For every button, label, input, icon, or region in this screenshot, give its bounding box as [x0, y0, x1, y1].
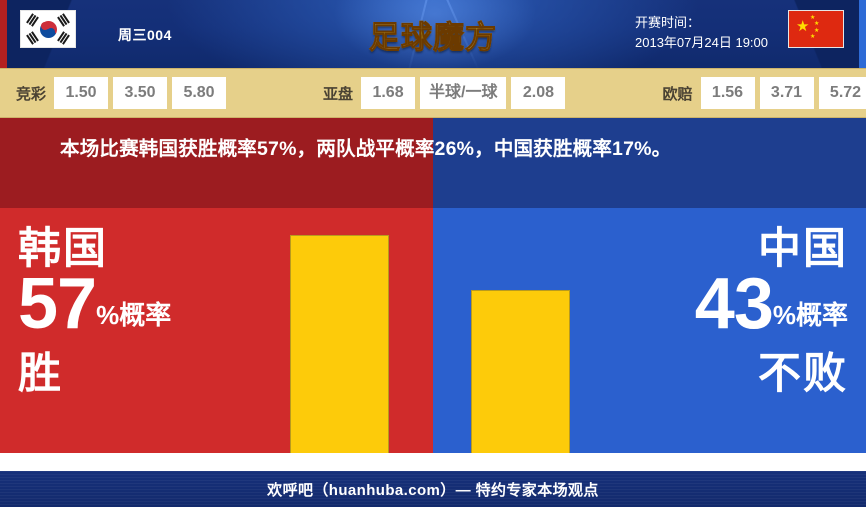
away-probability-bar	[471, 290, 570, 453]
star-icon: ★	[810, 15, 816, 21]
odds-group-label: 欧赔	[662, 85, 693, 103]
footer: 欢呼吧（huanhuba.com）— 特约专家本场观点	[0, 471, 866, 507]
away-team-stats: 中国 43%概率 不败	[695, 224, 848, 400]
away-team-panel: 中国 43%概率 不败	[433, 208, 866, 453]
home-outcome-label: 胜	[18, 350, 63, 398]
odds-group-label: 亚盘	[323, 85, 354, 103]
summary-banner-right-half	[433, 118, 866, 208]
odds-group-yapan: 亚盘 1.68 半球/一球 2.08	[323, 68, 570, 118]
south-korea-flag-icon	[20, 10, 76, 48]
away-team-name: 中国	[758, 225, 848, 273]
header-accent-left	[0, 0, 7, 68]
odds-value[interactable]: 3.71	[759, 77, 814, 109]
away-probability-unit: %概率	[772, 300, 848, 330]
header-accent-right	[859, 0, 866, 68]
taegeuk-symbol	[39, 20, 57, 38]
header-light-ray	[433, 0, 480, 68]
odds-value[interactable]: 2.08	[511, 77, 566, 109]
odds-value[interactable]: 1.68	[361, 77, 416, 109]
home-team-panel: 韩国 57%概率 胜	[0, 208, 433, 453]
header-light-ray	[406, 0, 435, 68]
trigram-icon	[26, 13, 39, 27]
away-probability-value: 43	[694, 264, 774, 344]
odds-group-jingcai: 竞彩 1.50 3.50 5.80	[16, 68, 231, 118]
home-probability: 57%概率	[18, 268, 172, 352]
summary-banner-left-half	[0, 118, 433, 208]
odds-value[interactable]: 1.56	[700, 77, 755, 109]
home-probability-unit: %概率	[96, 300, 172, 330]
home-team-stats: 韩国 57%概率 胜	[18, 224, 171, 400]
site-logo-text: 足球魔方	[369, 12, 497, 57]
odds-handicap[interactable]: 半球/一球	[420, 77, 507, 109]
summary-text: 本场比赛韩国获胜概率57%，两队战平概率26%，中国获胜概率17%。	[60, 138, 672, 160]
kickoff-time: 开赛时间： 2013年07月24日 19:00	[635, 13, 768, 53]
star-icon: ★	[810, 34, 816, 40]
home-team-name: 韩国	[18, 225, 108, 273]
china-flag-icon: ★ ★ ★ ★ ★	[788, 10, 844, 48]
home-probability-bar	[290, 235, 389, 453]
kickoff-label: 开赛时间：	[635, 15, 701, 30]
summary-banner: 本场比赛韩国获胜概率57%，两队战平概率26%，中国获胜概率17%。	[0, 118, 866, 208]
main-content: 本场比赛韩国获胜概率57%，两队战平概率26%，中国获胜概率17%。 韩国 57…	[0, 118, 866, 471]
odds-value[interactable]: 3.50	[113, 77, 168, 109]
odds-bar: 竞彩 1.50 3.50 5.80 亚盘 1.68 半球/一球 2.08 欧赔 …	[0, 68, 866, 118]
header: 周三004 足球魔方 开赛时间： 2013年07月24日 19:00 ★ ★ ★…	[0, 0, 866, 68]
header-glow	[330, 0, 540, 68]
odds-value[interactable]: 5.80	[172, 77, 227, 109]
match-number: 周三004	[118, 27, 172, 43]
away-outcome-label: 不败	[758, 350, 848, 398]
odds-value[interactable]: 5.72	[818, 77, 866, 109]
odds-value[interactable]: 1.50	[54, 77, 109, 109]
trigram-icon	[57, 31, 70, 45]
odds-group-oupei: 欧赔 1.56 3.71 5.72	[662, 68, 866, 118]
home-probability-value: 57	[18, 264, 97, 344]
probability-chart: 韩国 57%概率 胜 中国 43%概率 不败	[0, 208, 866, 453]
trigram-icon	[26, 31, 39, 45]
kickoff-value: 2013年07月24日 19:00	[635, 35, 768, 50]
away-probability: 43%概率	[695, 268, 848, 352]
star-icon: ★	[814, 28, 820, 34]
star-icon: ★	[796, 18, 810, 35]
trigram-icon	[57, 13, 70, 27]
footer-credit: 欢呼吧（huanhuba.com）— 特约专家本场观点	[267, 481, 599, 499]
odds-group-label: 竞彩	[16, 85, 47, 103]
star-icon: ★	[814, 21, 820, 27]
